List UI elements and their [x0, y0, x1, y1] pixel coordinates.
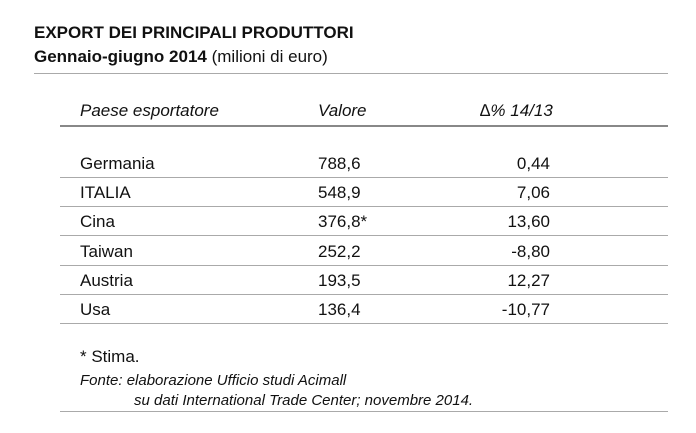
country: Cina [80, 212, 115, 232]
rule [60, 411, 668, 412]
value: 136,4 [318, 300, 361, 319]
country: Austria [80, 270, 133, 290]
row-rule [60, 206, 668, 208]
subtitle-unit: (milioni di euro) [211, 47, 328, 66]
source: Fonte: elaborazione Ufficio studi Acimal… [80, 372, 347, 389]
change: -8,80 [511, 241, 550, 261]
rule [60, 125, 668, 127]
subtitle-period: Gennaio-giugno 2014 [34, 47, 207, 66]
value: 193,5 [318, 270, 361, 290]
subtitle: Gennaio-giugno 2014 (milioni di euro) [34, 48, 328, 65]
row-rule [60, 264, 668, 266]
column-header: ∆% 14/13 [480, 101, 553, 120]
change: 12,27 [507, 270, 550, 290]
rule [34, 73, 668, 74]
column-header: Paese esportatore [80, 101, 219, 120]
source: su dati International Trade Center; nove… [134, 392, 474, 409]
change: 13,60 [507, 212, 550, 232]
change: -10,77 [501, 300, 550, 319]
country: Taiwan [80, 241, 133, 261]
row-rule [60, 323, 668, 324]
country: Usa [80, 300, 111, 319]
note: * Stima. [80, 347, 140, 366]
row-rule [60, 177, 668, 178]
change: 7,06 [516, 183, 550, 203]
column-header: Valore [318, 101, 367, 120]
value: 788,6 [318, 154, 361, 173]
value: 252,2 [318, 241, 361, 261]
country: Germania [80, 154, 155, 173]
country: ITALIA [80, 183, 131, 203]
change: 0,44 [516, 154, 550, 173]
value: 376,8* [318, 212, 368, 232]
row-rule [60, 293, 668, 295]
title: EXPORT DEI PRINCIPALI PRODUTTORI [34, 23, 354, 42]
value: 548,9 [318, 183, 361, 203]
row-rule [60, 235, 668, 237]
